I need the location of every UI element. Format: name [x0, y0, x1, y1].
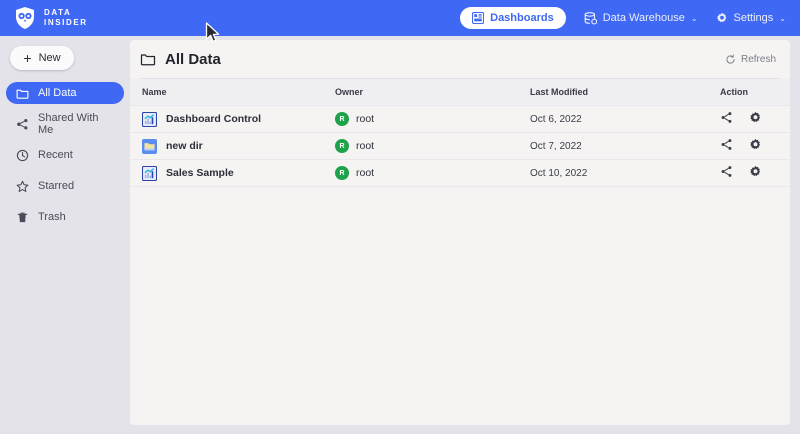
brand-line-1: DATA — [44, 8, 72, 17]
row-owner-label: root — [356, 167, 375, 179]
column-header-name[interactable]: Name — [142, 87, 167, 97]
cell-last-modified: Oct 6, 2022 — [530, 105, 720, 133]
row-name-label: new dir — [166, 140, 203, 152]
clock-icon — [16, 149, 29, 161]
plus-icon: + — [23, 50, 32, 66]
nav-item-data-warehouse[interactable]: Data Warehouse ⌄ — [584, 11, 698, 25]
brand-line-2: INSIDER — [44, 18, 88, 27]
cell-last-modified: Oct 7, 2022 — [530, 132, 720, 160]
cell-actions — [720, 132, 790, 160]
cell-owner: R root — [335, 159, 530, 187]
column-header-action: Action — [720, 87, 748, 97]
brand-logo-group[interactable]: DATA INSIDER — [14, 6, 88, 30]
row-owner-label: root — [356, 113, 375, 125]
row-name-label: Dashboard Control — [166, 113, 262, 125]
nav-label-data-warehouse: Data Warehouse — [602, 12, 685, 24]
sidebar-label-shared-with-me: Shared With Me — [38, 112, 99, 136]
content-card: All Data Refresh Name Owner Last Modifie… — [130, 40, 790, 425]
cell-actions — [720, 159, 790, 187]
dashboard-grid-icon — [472, 12, 485, 24]
trash-icon — [17, 212, 28, 222]
table-row[interactable]: Dashboard Control R root Oct 6, 2022 — [130, 105, 790, 133]
sidebar-label-starred: Starred — [38, 180, 75, 192]
data-table: Name Owner Last Modified Action — [130, 79, 790, 187]
table-body: Dashboard Control R root Oct 6, 2022 — [130, 105, 790, 187]
folder-icon — [140, 54, 156, 66]
dashboard-file-icon — [142, 165, 157, 181]
sidebar: + New All Data Shared With Me Recent — [0, 36, 130, 434]
row-modified-label: Oct 6, 2022 — [530, 114, 582, 125]
refresh-button[interactable]: Refresh — [725, 54, 776, 65]
sidebar-item-recent[interactable]: Recent — [6, 144, 124, 166]
cell-owner: R root — [335, 105, 530, 133]
nav-label-settings: Settings — [733, 12, 774, 24]
share-icon[interactable] — [720, 111, 733, 127]
page-title-text: All Data — [165, 50, 221, 68]
owl-shield-logo-icon — [16, 7, 34, 29]
folder-file-icon — [142, 138, 157, 154]
table-header-row: Name Owner Last Modified Action — [130, 79, 790, 106]
sidebar-item-starred[interactable]: Starred — [6, 175, 124, 197]
chevron-down-icon: ⌄ — [779, 13, 786, 23]
avatar: R — [335, 112, 349, 126]
cell-actions — [720, 105, 790, 133]
avatar: R — [335, 166, 349, 180]
page-title: All Data — [140, 51, 221, 68]
row-modified-label: Oct 10, 2022 — [530, 168, 588, 179]
new-button-label: New — [38, 52, 61, 64]
table-row[interactable]: Sales Sample R root Oct 10, 2022 — [130, 159, 790, 187]
column-header-last-modified[interactable]: Last Modified — [530, 87, 588, 97]
table-row[interactable]: new dir R root Oct 7, 2022 — [130, 132, 790, 160]
database-icon — [584, 11, 597, 25]
sidebar-label-recent: Recent — [38, 149, 73, 161]
row-owner-label: root — [356, 140, 375, 152]
top-navigation-bar: DATA INSIDER Dashboards — [0, 0, 800, 36]
star-icon — [16, 180, 29, 192]
cell-name[interactable]: Sales Sample — [130, 159, 335, 187]
gear-icon — [716, 12, 726, 23]
content-header: All Data Refresh — [130, 40, 790, 78]
sidebar-label-trash: Trash — [38, 211, 66, 223]
header-divider — [140, 78, 780, 79]
sidebar-label-all-data: All Data — [38, 87, 77, 99]
cell-name[interactable]: Dashboard Control — [130, 105, 335, 133]
chevron-down-icon: ⌄ — [690, 13, 698, 23]
sidebar-item-trash[interactable]: Trash — [6, 206, 124, 228]
nav-item-dashboards[interactable]: Dashboards — [460, 7, 566, 29]
folder-icon — [16, 89, 29, 99]
brand-name: DATA INSIDER — [44, 8, 88, 28]
share-icon[interactable] — [720, 138, 733, 154]
nav-label-dashboards: Dashboards — [490, 12, 554, 24]
gear-icon[interactable] — [749, 111, 762, 127]
avatar: R — [335, 139, 349, 153]
sidebar-item-shared-with-me[interactable]: Shared With Me — [6, 112, 124, 136]
nav-item-settings[interactable]: Settings ⌄ — [716, 12, 786, 24]
new-button[interactable]: + New — [10, 46, 74, 70]
refresh-icon — [726, 54, 735, 64]
row-modified-label: Oct 7, 2022 — [530, 141, 582, 152]
column-header-owner[interactable]: Owner — [335, 87, 364, 97]
share-icon[interactable] — [720, 165, 733, 181]
cell-owner: R root — [335, 132, 530, 160]
refresh-label: Refresh — [740, 53, 776, 65]
top-nav-items: Dashboards Data Warehouse ⌄ Setti — [460, 7, 786, 29]
sidebar-item-all-data[interactable]: All Data — [6, 82, 124, 104]
cell-last-modified: Oct 10, 2022 — [530, 159, 720, 187]
table-header: Name Owner Last Modified Action — [130, 79, 790, 106]
gear-icon[interactable] — [749, 138, 762, 154]
gear-icon[interactable] — [749, 165, 762, 181]
dashboard-file-icon — [142, 111, 157, 127]
row-name-label: Sales Sample — [166, 167, 234, 179]
share-nodes-icon — [17, 118, 28, 129]
cell-name[interactable]: new dir — [130, 132, 335, 160]
